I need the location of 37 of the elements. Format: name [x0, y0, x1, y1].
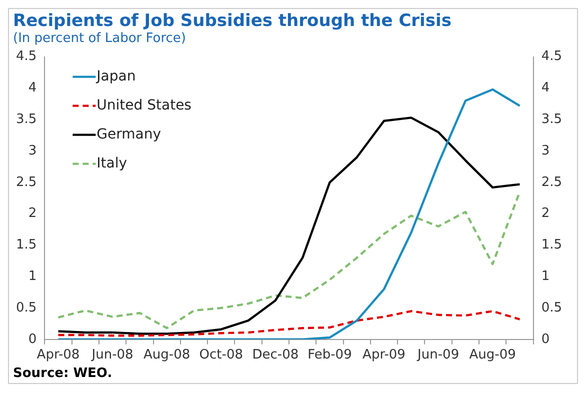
y-tick-label: 1	[28, 268, 37, 284]
y2-tick-label: 0	[541, 332, 550, 347]
y-tick-label: 2	[28, 206, 37, 222]
x-tick-label: Jun-09	[416, 348, 460, 363]
y-tick-label: 2.5	[16, 174, 37, 190]
chart-title: Recipients of Job Subsidies through the Crisis	[13, 11, 452, 31]
x-tick-label: Jun-08	[90, 348, 134, 363]
y2-tick-label: 1.5	[541, 238, 562, 253]
source-note: Source: WEO.	[13, 366, 114, 381]
y2-tick-label: 4	[541, 80, 550, 96]
y-tick-label: 3.5	[16, 112, 37, 127]
y-tick-label: 1.5	[16, 238, 37, 253]
legend-label: Germany	[96, 126, 162, 142]
legend-label: United States	[96, 97, 192, 114]
x-tick-label: Dec-08	[252, 348, 299, 363]
y2-tick-label: 0.5	[541, 300, 562, 316]
y2-tick-label: 1	[541, 268, 550, 284]
line-series	[57, 310, 521, 337]
y-tick-label: 4.5	[16, 49, 37, 64]
y2-tick-label: 2.5	[541, 174, 562, 190]
y2-tick-label: 3	[541, 143, 550, 158]
legend-label: Italy	[96, 155, 128, 172]
y-tick-label: 0	[28, 332, 37, 347]
y2-tick-label: 4.5	[541, 49, 562, 64]
x-tick-label: Apr-08	[36, 348, 80, 363]
y2-tick-label: 3.5	[541, 112, 562, 127]
chart-subtitle: (In percent of Labor Force)	[13, 31, 187, 46]
x-tick-label: Feb-09	[308, 348, 352, 363]
x-tick-label: Aug-09	[469, 348, 516, 363]
y-tick-label: 4	[28, 80, 37, 96]
y-tick-label: 0.5	[16, 300, 37, 316]
x-tick-label: Apr-09	[362, 348, 406, 363]
legend-label: Japan	[96, 68, 136, 84]
x-tick-label: Aug-08	[144, 348, 190, 363]
y-tick-label: 3	[28, 143, 37, 158]
y2-tick-label: 2	[541, 206, 550, 222]
x-tick-label: Oct-08	[199, 348, 243, 363]
